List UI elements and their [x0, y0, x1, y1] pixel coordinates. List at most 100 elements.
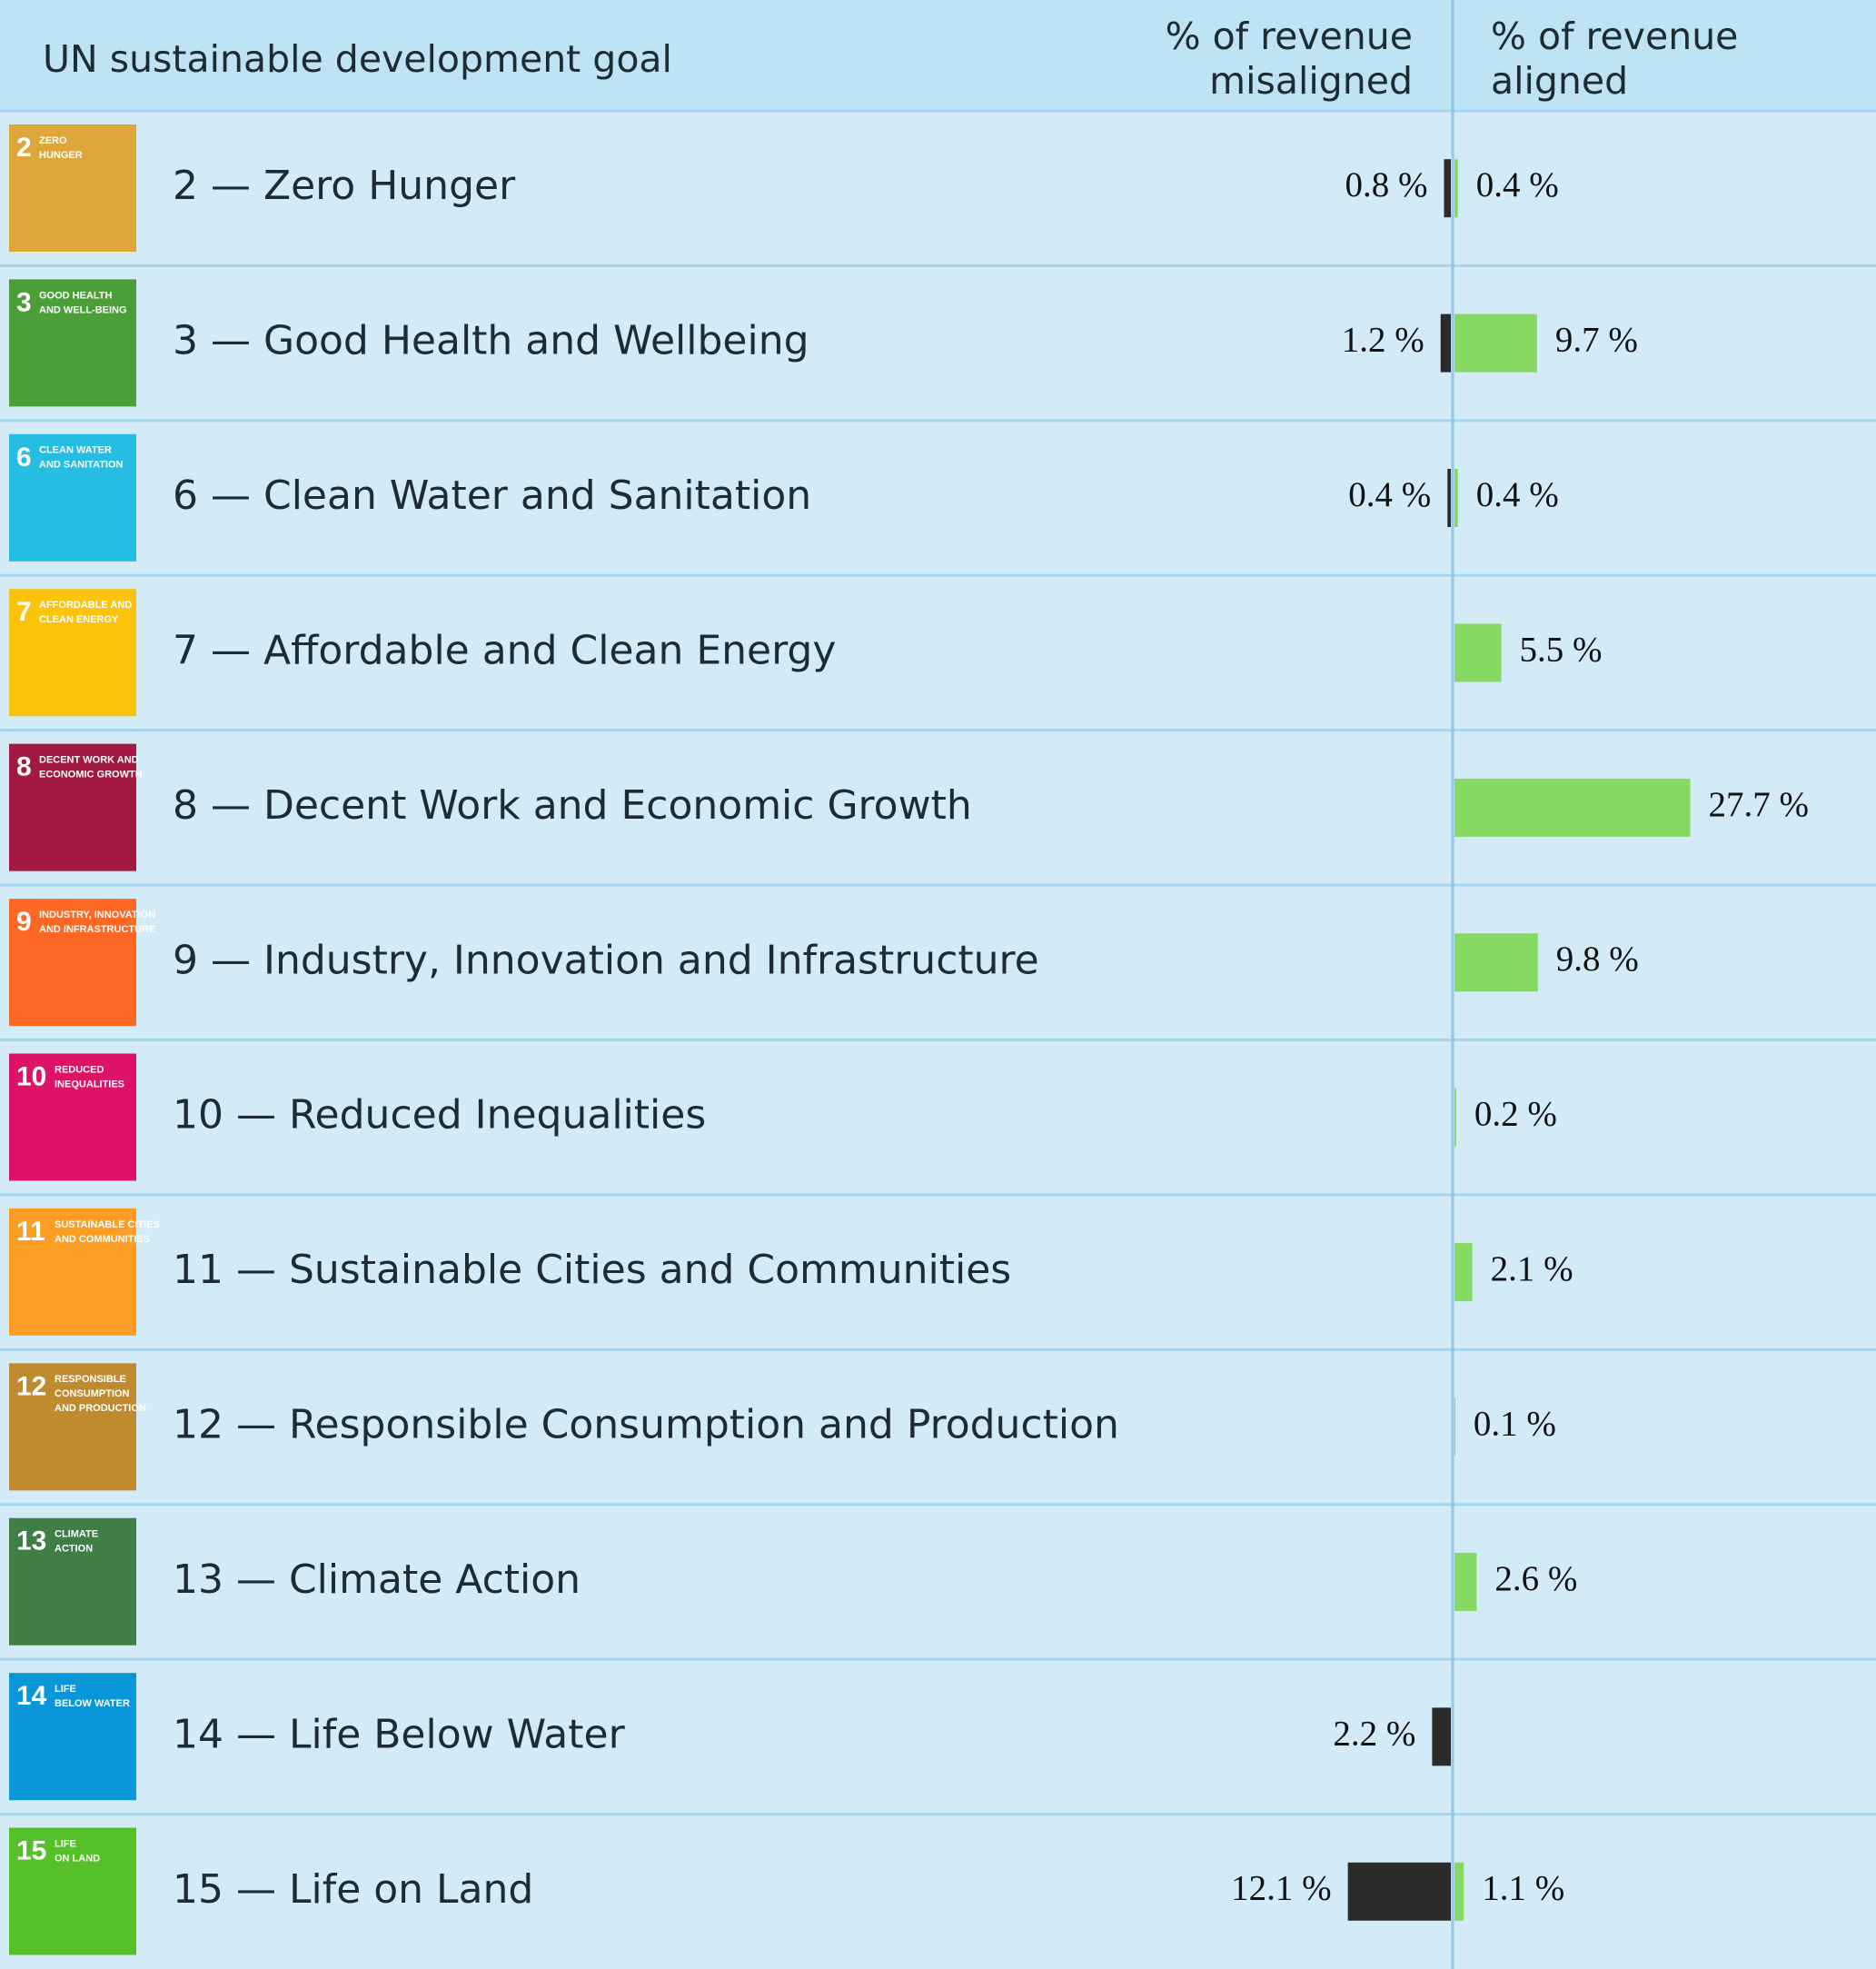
header-aligned: aligned — [1491, 59, 1628, 103]
aligned-label: 0.4 % — [1476, 475, 1559, 514]
sdg-icon-text: ACTION — [55, 1544, 93, 1555]
aligned-bar — [1454, 159, 1458, 218]
sdg-icon-number: 10 — [16, 1061, 46, 1091]
goal-name: 6 — Clean Water and Sanitation — [173, 472, 811, 519]
aligned-bar — [1454, 933, 1538, 992]
sdg-icon-text: RESPONSIBLE — [55, 1374, 126, 1385]
sdg-icon-number: 15 — [16, 1836, 46, 1866]
misaligned-label: 0.8 % — [1345, 165, 1428, 204]
sdg-icon-text: CLEAN ENERGY — [39, 614, 119, 625]
header-background — [0, 0, 1876, 111]
sdg-icon-number: 7 — [16, 597, 32, 627]
goal-name: 15 — Life on Land — [173, 1866, 533, 1913]
goal-name: 14 — Life Below Water — [173, 1711, 626, 1757]
misaligned-label: 2.2 % — [1333, 1714, 1415, 1753]
misaligned-bar — [1347, 1862, 1451, 1921]
aligned-bar — [1454, 1552, 1477, 1611]
goal-name: 12 — Responsible Consumption and Product… — [173, 1402, 1119, 1448]
sdg-icon-number: 13 — [16, 1526, 46, 1556]
goal-name: 13 — Climate Action — [173, 1556, 581, 1603]
aligned-label: 0.2 % — [1474, 1095, 1557, 1134]
misaligned-label: 12.1 % — [1231, 1869, 1332, 1908]
sdg-icon-number: 11 — [16, 1217, 45, 1247]
goal-name: 9 — Industry, Innovation and Infrastruct… — [173, 937, 1039, 983]
sdg-icon — [9, 1673, 136, 1801]
goal-name: 8 — Decent Work and Economic Growth — [173, 782, 972, 829]
misaligned-bar — [1440, 313, 1451, 373]
sdg-icon — [9, 743, 136, 871]
sdg-icon-text: LIFE — [55, 1838, 76, 1849]
sdg-icon-number: 3 — [16, 287, 32, 317]
sdg-icon-number: 9 — [16, 907, 32, 937]
goal-name: 10 — Reduced Inequalities — [173, 1092, 706, 1139]
aligned-bar — [1454, 1243, 1473, 1302]
sdg-icon — [9, 589, 136, 717]
goal-name: 2 — Zero Hunger — [173, 163, 516, 209]
goal-name: 3 — Good Health and Wellbeing — [173, 318, 809, 364]
sdg-icon — [9, 1363, 136, 1491]
goal-name: 11 — Sustainable Cities and Communities — [173, 1247, 1011, 1293]
misaligned-bar — [1432, 1707, 1451, 1766]
aligned-bar — [1454, 1862, 1464, 1921]
misaligned-label: 0.4 % — [1348, 475, 1431, 514]
aligned-bar — [1454, 778, 1691, 837]
aligned-label: 0.1 % — [1474, 1404, 1556, 1443]
sdg-icon-text: AND COMMUNITIES — [55, 1234, 150, 1245]
sdg-icon — [9, 899, 136, 1027]
aligned-label: 9.8 % — [1556, 940, 1639, 979]
sdg-icon — [9, 1517, 136, 1646]
sdg-icon-text: AND WELL-BEING — [39, 304, 127, 315]
sdg-icon — [9, 433, 136, 562]
aligned-bar — [1454, 1088, 1456, 1147]
aligned-bar — [1454, 623, 1502, 682]
sdg-icon-text: AND PRODUCTION — [55, 1403, 146, 1414]
aligned-bar — [1454, 1397, 1455, 1457]
sdg-icon-text: AFFORDABLE AND — [39, 600, 132, 611]
sdg-icon-number: 12 — [16, 1371, 46, 1401]
aligned-label: 9.7 % — [1555, 321, 1638, 360]
sdg-icon-text: BELOW WATER — [55, 1698, 130, 1709]
sdg-icon-text: REDUCED — [55, 1064, 104, 1075]
sdg-icon-text: CONSUMPTION — [55, 1388, 130, 1399]
sdg-icon-text: INDUSTRY, INNOVATION — [39, 910, 155, 920]
sdg-icon — [9, 124, 136, 252]
sdg-icon-number: 2 — [16, 133, 32, 163]
sdg-icon-text: CLIMATE — [55, 1529, 98, 1540]
aligned-label: 0.4 % — [1476, 165, 1559, 204]
misaligned-bar — [1444, 159, 1451, 218]
sdg-icon-text: SUSTAINABLE CITIES — [55, 1219, 160, 1230]
sdg-icon — [9, 1208, 136, 1336]
sdg-icon — [9, 279, 136, 407]
sdg-icon-text: ON LAND — [55, 1853, 100, 1864]
sdg-icon-number: 14 — [16, 1681, 47, 1711]
sdg-icon-text: INEQUALITIES — [55, 1079, 124, 1089]
sdg-icon-number: 6 — [16, 443, 32, 472]
sdg-icon-text: CLEAN WATER — [39, 445, 112, 456]
aligned-bar — [1454, 313, 1537, 373]
sdg-icon-text: DECENT WORK AND — [39, 755, 139, 766]
sdg-icon-number: 8 — [16, 752, 32, 782]
sdg-icon-text: ZERO — [39, 135, 67, 146]
sdg-icon-text: LIFE — [55, 1684, 76, 1695]
misaligned-label: 1.2 % — [1342, 321, 1424, 360]
header-misaligned: misaligned — [1209, 59, 1413, 103]
sdg-icon-text: GOOD HEALTH — [39, 290, 113, 301]
aligned-label: 27.7 % — [1708, 785, 1809, 824]
sdg-icon — [9, 1053, 136, 1181]
goal-name: 7 — Affordable and Clean Energy — [173, 627, 836, 673]
sdg-icon-text: AND SANITATION — [39, 460, 124, 471]
sdg-icon-text: AND INFRASTRUCTURE — [39, 924, 155, 935]
aligned-label: 2.1 % — [1491, 1249, 1573, 1288]
sdg-icon-text: ECONOMIC GROWTH — [39, 770, 143, 781]
aligned-bar — [1454, 469, 1458, 528]
misaligned-bar — [1447, 469, 1451, 528]
sdg-icon — [9, 1827, 136, 1955]
sdg-icon-text: HUNGER — [39, 150, 83, 161]
header-aligned: % of revenue — [1491, 15, 1738, 58]
aligned-label: 1.1 % — [1482, 1869, 1564, 1908]
aligned-label: 2.6 % — [1494, 1559, 1577, 1598]
header-goal: UN sustainable development goal — [43, 37, 672, 81]
